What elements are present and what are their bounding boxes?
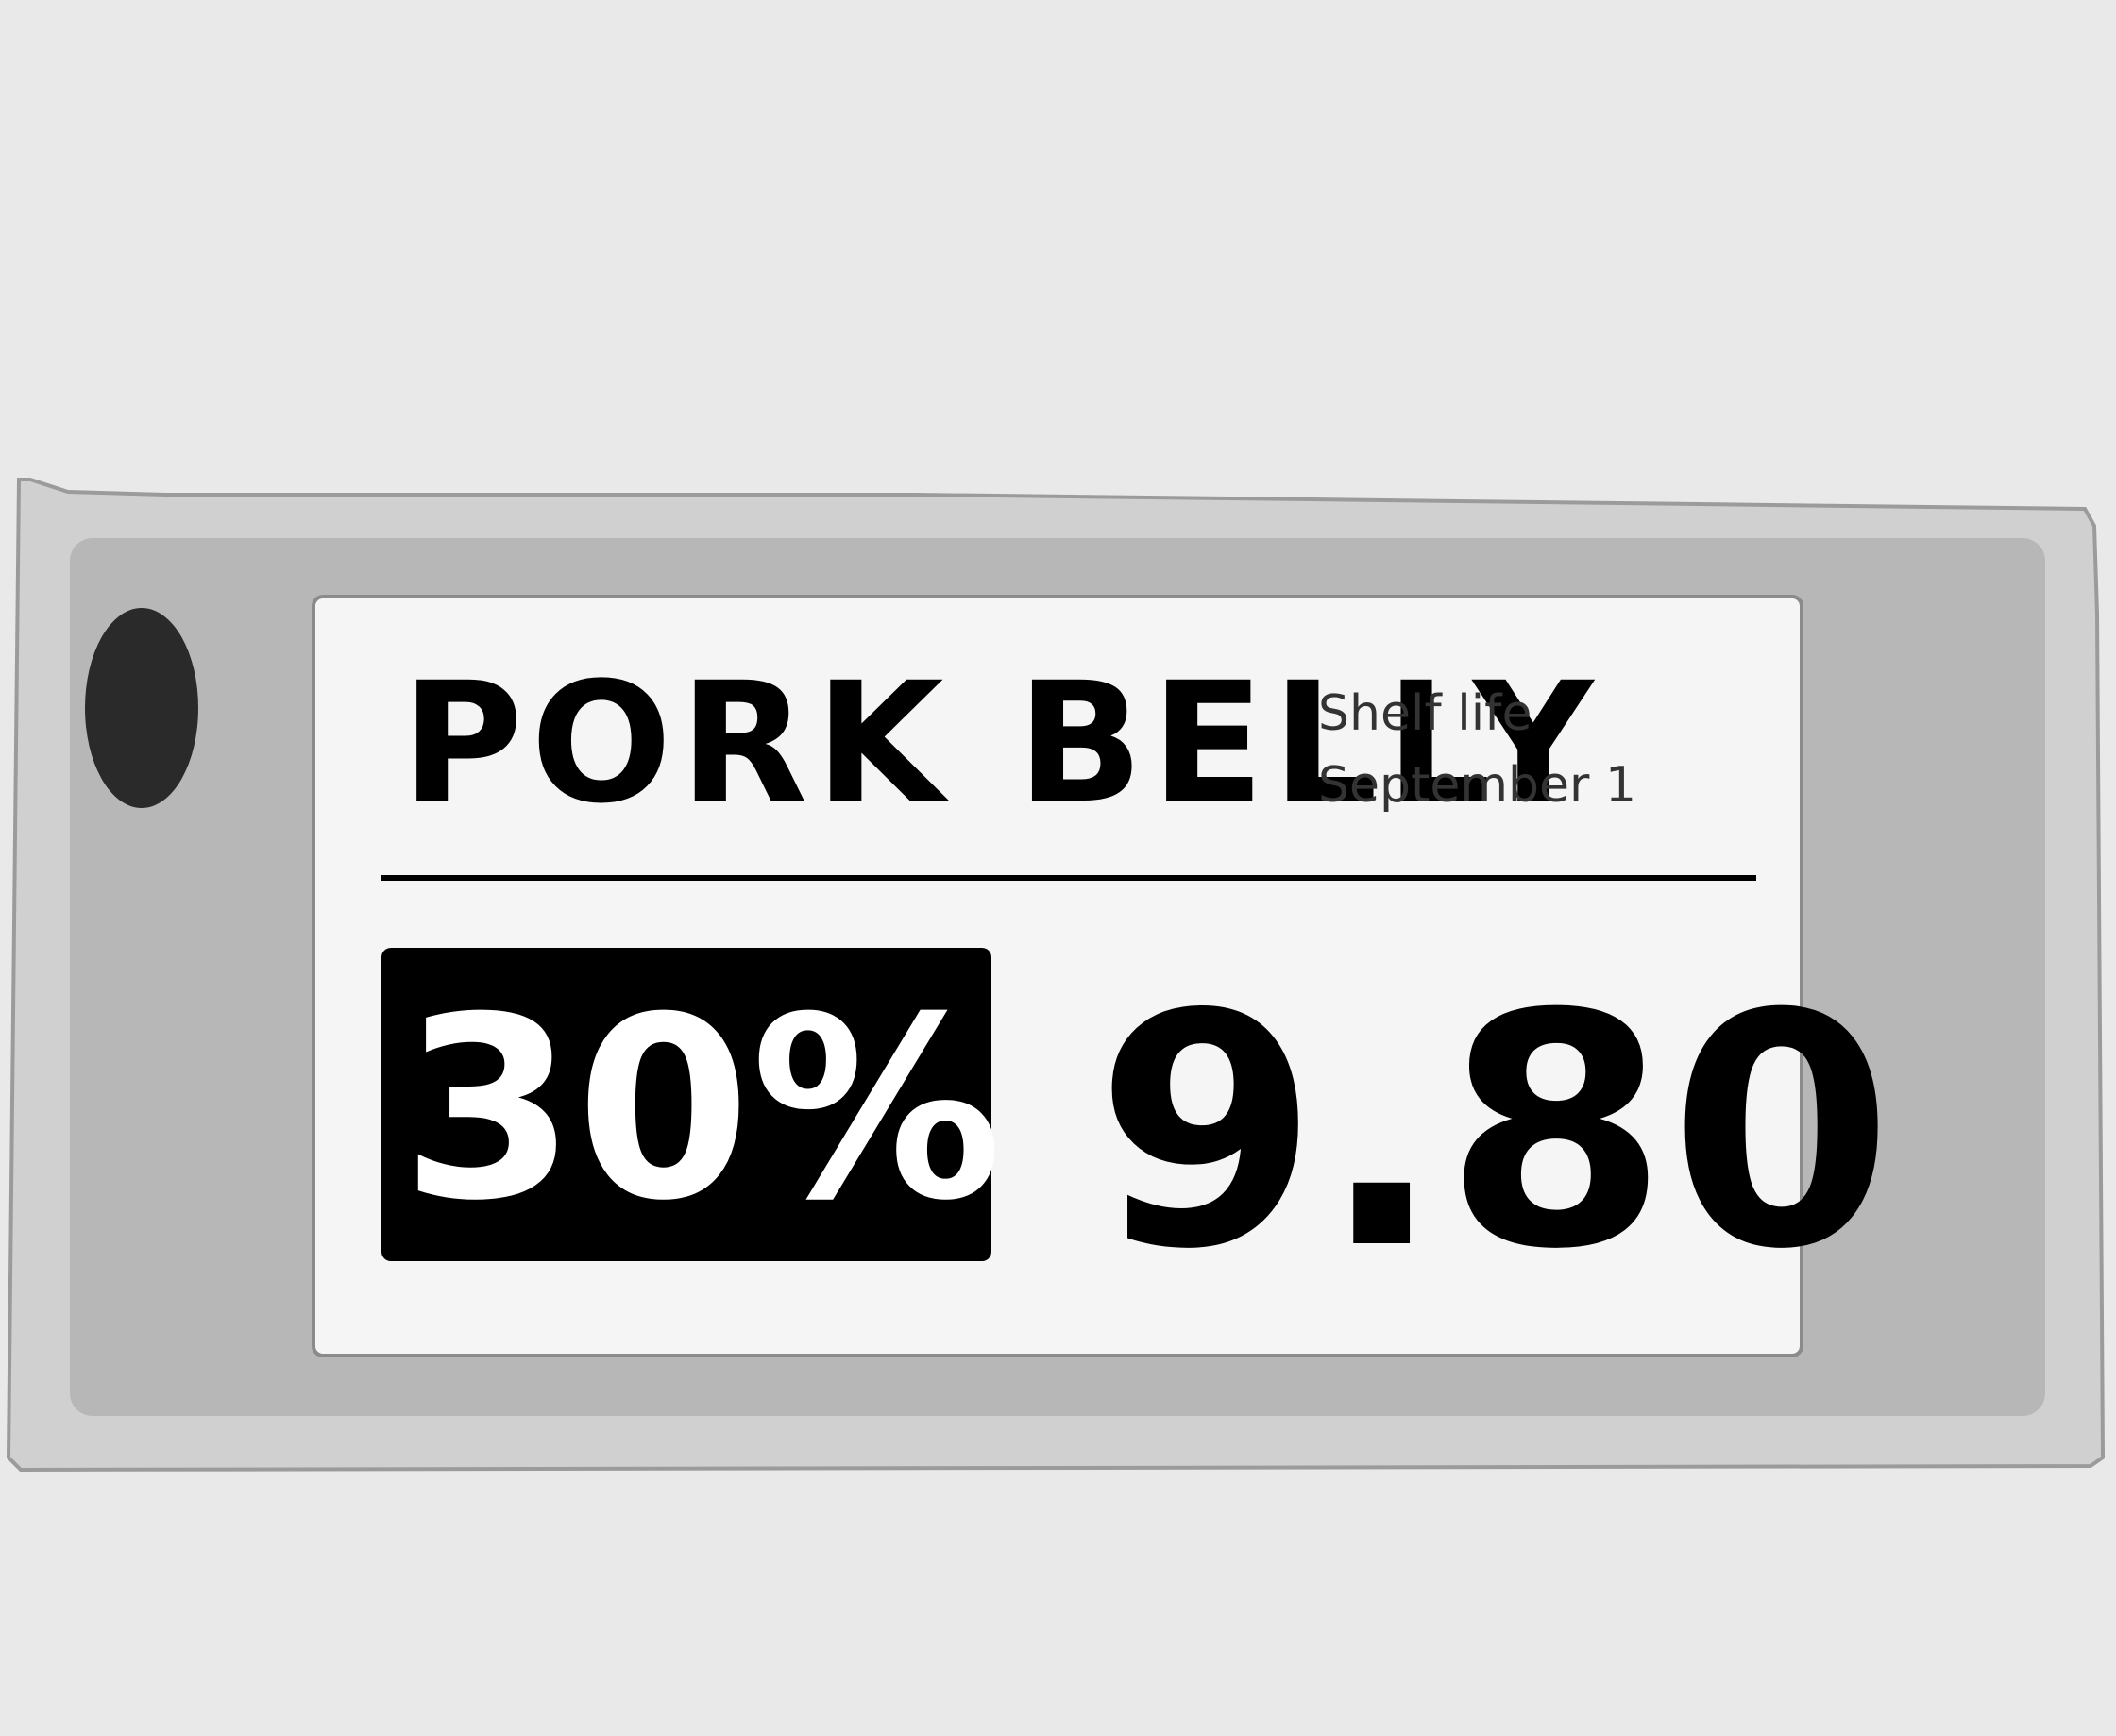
discount-percent: 30%	[401, 963, 1003, 1256]
divider-line	[381, 875, 1756, 881]
shelf-life-date: September 1	[1318, 757, 1637, 814]
mount-hole-icon	[85, 608, 198, 808]
shelf-life-label: Shelf life	[1318, 685, 1532, 742]
product-name: PORK BELLY	[401, 647, 1601, 840]
shelf-life-info: Shelf life September 1	[1318, 678, 1636, 821]
discount-badge	[381, 948, 991, 1261]
price-value: 9.80	[1095, 946, 1895, 1320]
